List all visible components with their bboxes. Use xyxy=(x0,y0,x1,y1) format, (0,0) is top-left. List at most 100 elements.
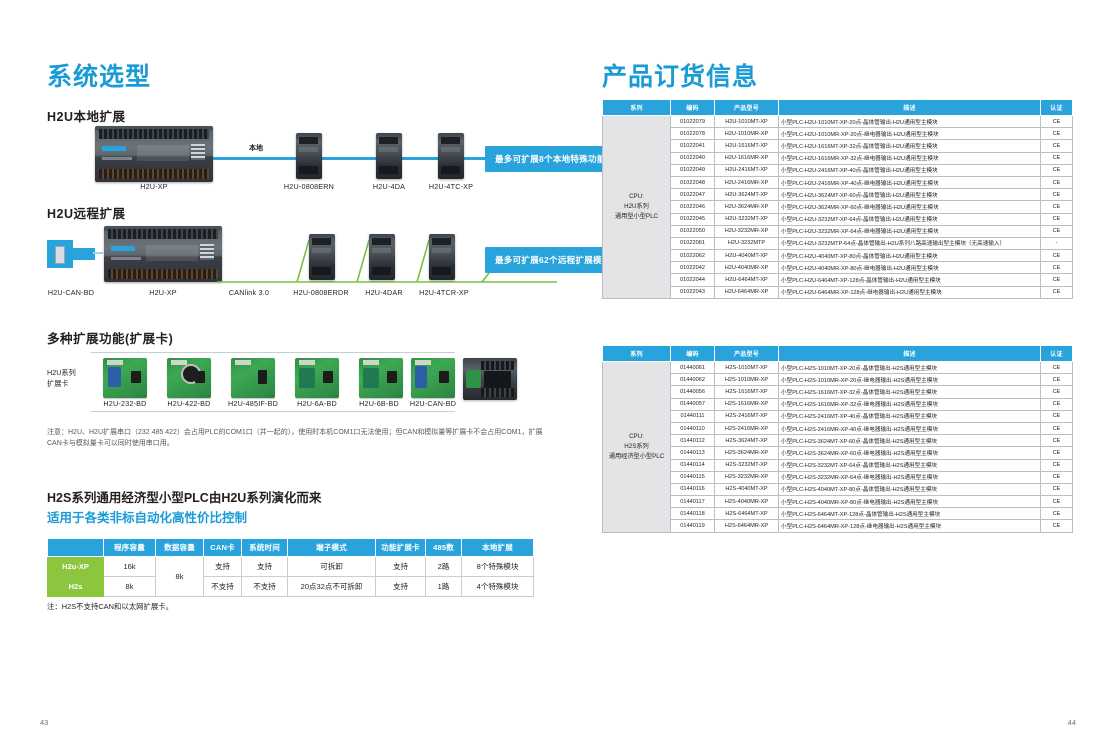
order-cell-cert: CE xyxy=(1040,373,1073,387)
card-h2u-6b-bd xyxy=(359,358,403,398)
installed-expansion-card xyxy=(466,370,481,388)
order-cell-code: 01440117 xyxy=(670,495,715,509)
order-col-series: 系列 xyxy=(602,345,671,362)
order-table-h2s: 系列 编码 产品型号 描述 认证 CPU: H2S系列 通用经济型小型PLC 0144… xyxy=(602,345,1073,533)
heading-local-expansion: H2U本地扩展 xyxy=(47,110,126,124)
order-cell-code: 01022061 xyxy=(670,236,715,251)
order-cell-desc: 小型PLC-H2U-3232MTP-64点-晶体管输出-H2U系列八路高速输出型… xyxy=(778,236,1041,251)
order-cell-cert: CE xyxy=(1040,446,1073,460)
order-cell-desc: 小型PLC-H2U-3624MR-XP-60点-继电器输出-H2U通用型主模块 xyxy=(778,200,1041,214)
feature-col-blank xyxy=(47,538,104,557)
h2s-heading-line1: H2S系列通用经济型小型PLC由H2U系列演化而来 xyxy=(47,491,322,505)
module-display xyxy=(379,147,398,152)
order-cell-desc: 小型PLC-H2U-6464MT-XP-128点-晶体管输出-H2U通用型主模块 xyxy=(778,273,1041,287)
order-cell-desc: 小型PLC-H2S-2416MR-XP-40点-继电器输出-H2S通用型主模块 xyxy=(778,421,1041,436)
order-table-h2u-body: CPU: H2U系列 通用型小型PLC 01022079 H2U-1010MT-XP 小型… xyxy=(602,114,1073,299)
page-number-left: 43 xyxy=(40,718,49,727)
card-gold-pad xyxy=(363,360,379,365)
card-h2u-can-bd xyxy=(411,358,455,398)
order-cell-cert: CE xyxy=(1040,421,1073,436)
card-chip xyxy=(439,371,449,383)
order-cell-cert: CE xyxy=(1040,285,1073,299)
order-cell-model: H2U-4040MR-XP xyxy=(714,261,779,275)
card-chip xyxy=(387,371,397,383)
order-cell-desc: 小型PLC-H2S-1616MR-XP-32点-继电器输出-H2S通用型主模块 xyxy=(778,397,1041,411)
order-cell-desc: 小型PLC-H2U-1616MR-XP-32点-继电器输出-H2U通用型主模块 xyxy=(778,151,1041,165)
card-gold-pad xyxy=(415,360,431,365)
order-cell-model: H2U-3232MTP xyxy=(714,236,779,251)
table-row: 01022050 H2U-3232MR-XP 小型PLC-H2U-3232MR-XP… xyxy=(603,224,1073,238)
order-cell-cert: CE xyxy=(1040,495,1073,509)
module-display xyxy=(441,147,460,152)
table-row: CPU: H2U系列 通用型小型PLC 01022079 H2U-1010MT-XP 小型… xyxy=(602,114,1073,299)
module-top-connector xyxy=(312,238,331,245)
can-card-neck xyxy=(71,248,95,260)
terminal-block-bottom xyxy=(99,169,209,179)
h2s-feature-table: 程序容量 数据容量 CAN卡 系统时间 端子模式 功能扩展卡 485数 本地扩展… xyxy=(47,538,534,597)
order-cell-model: H2U-3232MT-XP xyxy=(714,212,779,226)
order-series-line: H2S系列 xyxy=(624,443,649,450)
card-gold-pad xyxy=(299,360,315,365)
card-chip xyxy=(323,371,333,383)
model-label-strip xyxy=(102,157,132,160)
module-top-connector xyxy=(372,238,391,245)
order-cell-desc: 小型PLC-H2U-3624MT-XP-60点-晶体管输出-H2U通用型主模块 xyxy=(778,188,1041,202)
heading-remote-expansion: H2U远程扩展 xyxy=(47,207,126,221)
feature-col-terminal: 端子模式 xyxy=(287,538,376,557)
order-cell-code: 01022078 xyxy=(670,127,715,141)
order-cell-model: H2U-6464MR-XP xyxy=(714,285,779,299)
card-chip xyxy=(258,370,267,384)
module-h2u-4da xyxy=(376,133,402,179)
order-cell-code: 01022044 xyxy=(670,273,715,287)
card-db9-connector xyxy=(108,367,121,387)
order-cell-model: H2S-3624MT-XP xyxy=(714,434,779,448)
callout-remote-expansion: 最多可扩展62个远程扩展模块 xyxy=(485,247,621,273)
caption-card-3: H2U-485IF-BD xyxy=(228,399,278,408)
local-bus-label: 本地 xyxy=(249,145,263,152)
card-chip xyxy=(131,371,141,383)
terminal-block-top xyxy=(99,129,209,139)
feature-cell-rtc: 不支持 xyxy=(241,576,288,597)
table-row: 01022041 H2U-1616MT-XP 小型PLC-H2U-1616MT-XP… xyxy=(603,139,1073,153)
order-cell-model: H2U-3624MT-XP xyxy=(714,188,779,202)
feature-cell-local: 4个特殊模块 xyxy=(461,576,534,597)
expansion-card-strip: H2U-232-BD H2U-422-BD H2U-485IF-BD H2U-6… xyxy=(91,352,456,412)
feature-col-can: CAN卡 xyxy=(203,538,242,557)
order-cell-desc: 小型PLC-H2S-1010MT-XP-20点-晶体管输出-H2S通用型主模块 xyxy=(778,360,1041,375)
feature-cell-program: 16k xyxy=(103,556,156,577)
table-row: 01022049 H2U-2416MT-XP 小型PLC-H2U-2416MT-XP… xyxy=(603,163,1073,177)
order-cell-code: 01440057 xyxy=(670,397,715,411)
order-cell-desc: 小型PLC-H2U-3232MT-XP-64点-晶体管输出-H2U通用型主模块 xyxy=(778,212,1041,226)
order-cell-cert: CE xyxy=(1040,434,1073,448)
order-cell-model: H2S-6464MT-XP xyxy=(714,507,779,521)
table-row: 01440112 H2S-3624MT-XP 小型PLC-H2S-3624MT-XP… xyxy=(603,434,1073,448)
order-cell-code: 01022049 xyxy=(670,163,715,177)
order-cell-code: 01440114 xyxy=(670,458,715,472)
order-cell-code: 01440062 xyxy=(670,373,715,387)
order-cell-code: 01022048 xyxy=(670,175,715,190)
order-cell-cert: CE xyxy=(1040,163,1073,177)
table-row: 01440057 H2S-1616MR-XP 小型PLC-H2S-1616MR-XP… xyxy=(603,397,1073,411)
feature-cell-can: 不支持 xyxy=(203,576,242,597)
card-terminal-block xyxy=(363,368,379,388)
feature-col-func-card: 功能扩展卡 xyxy=(375,538,426,557)
order-cell-cert: CE xyxy=(1040,224,1073,238)
order-cell-desc: 小型PLC-H2U-4040MT-XP-80点-晶体管输出-H2U通用型主模块 xyxy=(778,249,1041,263)
caption-card-6: H2U-CAN-BD xyxy=(409,399,457,408)
table-row: CPU: H2S系列 通用经济型小型PLC 01440061 H2S-1010MT-XP… xyxy=(602,360,1073,533)
order-cell-desc: 小型PLC-H2S-3232MR-XP-64点-继电器输出-H2S通用型主模块 xyxy=(778,470,1041,484)
expansion-card-row-label-line1: H2U系列 xyxy=(47,368,76,377)
order-cell-desc: 小型PLC-H2S-4040MT-XP-80点-晶体管输出-H2S通用型主模块 xyxy=(778,482,1041,497)
order-cell-code: 01022050 xyxy=(670,224,715,238)
order-cell-model: H2S-3624MR-XP xyxy=(714,446,779,460)
order-cell-code: 01022079 xyxy=(670,114,715,129)
plc-with-card-installed xyxy=(463,358,517,400)
table-row: 01440118 H2S-6464MT-XP 小型PLC-H2S-6464MT-XP… xyxy=(603,507,1073,521)
order-cell-desc: 小型PLC-H2U-1010MR-XP-20点-继电器输出-H2U通用型主模块 xyxy=(778,127,1041,141)
order-cell-desc: 小型PLC-H2S-3232MT-XP-64点-晶体管输出-H2S通用型主模块 xyxy=(778,458,1041,472)
order-cell-model: H2U-1616MR-XP xyxy=(714,151,779,165)
card-gold-pad xyxy=(171,360,187,365)
caption-canlink: CANlink 3.0 xyxy=(228,288,270,297)
order-col-model: 产品型号 xyxy=(714,99,779,116)
model-label-strip xyxy=(111,257,141,260)
